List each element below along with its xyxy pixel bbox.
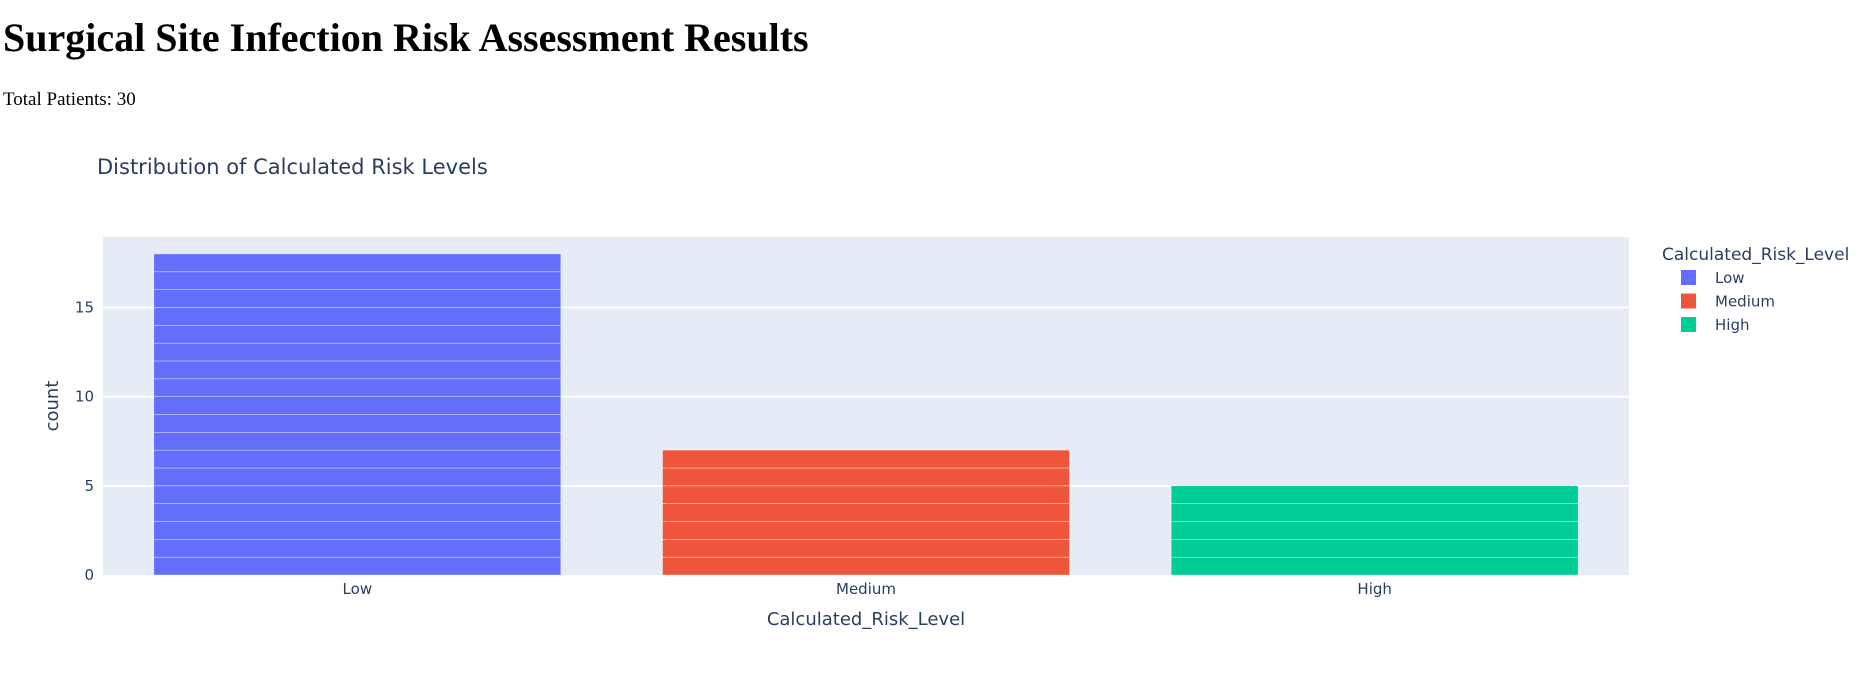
- x-axis-label: Calculated_Risk_Level: [767, 609, 965, 630]
- bar-segment: [662, 467, 1070, 487]
- legend-label: High: [1715, 316, 1749, 334]
- legend-item-medium[interactable]: Medium: [1681, 293, 1775, 311]
- legend-swatch: [1681, 270, 1696, 285]
- bar-segment: [153, 449, 562, 469]
- bar-segment: [153, 253, 562, 273]
- bar-segment: [153, 307, 562, 326]
- bar-segment: [153, 396, 562, 415]
- x-tick-labels: Low Medium High: [343, 580, 1392, 598]
- bar-segment: [153, 556, 562, 576]
- bars: [153, 253, 1579, 576]
- y-tick-label: 0: [84, 566, 94, 584]
- bar-segment: [662, 539, 1070, 558]
- x-tick-label: Low: [343, 580, 373, 598]
- bar-segment: [662, 503, 1070, 522]
- legend-title: Calculated_Risk_Level: [1662, 245, 1849, 265]
- bar-segment: [153, 378, 562, 397]
- y-tick-label: 5: [84, 477, 94, 495]
- y-tick-label: 15: [75, 298, 94, 316]
- legend-item-low[interactable]: Low: [1681, 269, 1745, 287]
- legend: Calculated_Risk_Level Low Medium High: [1662, 245, 1849, 334]
- bar-medium[interactable]: [662, 449, 1070, 576]
- y-tick-labels: 0 5 10 15: [75, 298, 94, 584]
- bar-segment: [153, 485, 562, 504]
- bar-segment: [662, 485, 1070, 504]
- bar-segment: [153, 289, 562, 308]
- bar-segment: [1170, 503, 1579, 522]
- x-tick-label: High: [1357, 580, 1391, 598]
- bar-segment: [153, 324, 562, 344]
- bar-segment: [662, 556, 1070, 576]
- page-title: Surgical Site Infection Risk Assessment …: [3, 15, 809, 60]
- total-patients-text: Total Patients: 30: [3, 89, 136, 110]
- x-tick-label: Medium: [836, 580, 896, 598]
- bar-segment: [1170, 539, 1579, 558]
- legend-item-high[interactable]: High: [1681, 316, 1749, 334]
- bar-segment: [153, 539, 562, 558]
- bar-segment: [153, 467, 562, 487]
- y-axis-label: count: [42, 381, 63, 432]
- bar-low[interactable]: [153, 253, 562, 576]
- bar-segment: [1170, 485, 1579, 504]
- bar-high[interactable]: [1170, 485, 1579, 576]
- bar-segment: [153, 503, 562, 522]
- legend-swatch: [1681, 293, 1696, 309]
- bar-segment: [662, 449, 1070, 469]
- legend-label: Medium: [1715, 293, 1775, 311]
- bar-segment: [1170, 556, 1579, 576]
- legend-label: Low: [1715, 269, 1745, 287]
- bar-segment: [153, 360, 562, 380]
- bar-segment: [662, 521, 1070, 540]
- bar-segment: [1170, 521, 1579, 540]
- bar-segment: [153, 414, 562, 433]
- bar-segment: [153, 521, 562, 540]
- y-tick-label: 10: [75, 388, 94, 406]
- bar-segment: [153, 432, 562, 451]
- chart-title: Distribution of Calculated Risk Levels: [97, 155, 488, 179]
- bar-segment: [153, 271, 562, 290]
- bar-segment: [153, 342, 562, 362]
- legend-swatch: [1681, 317, 1696, 332]
